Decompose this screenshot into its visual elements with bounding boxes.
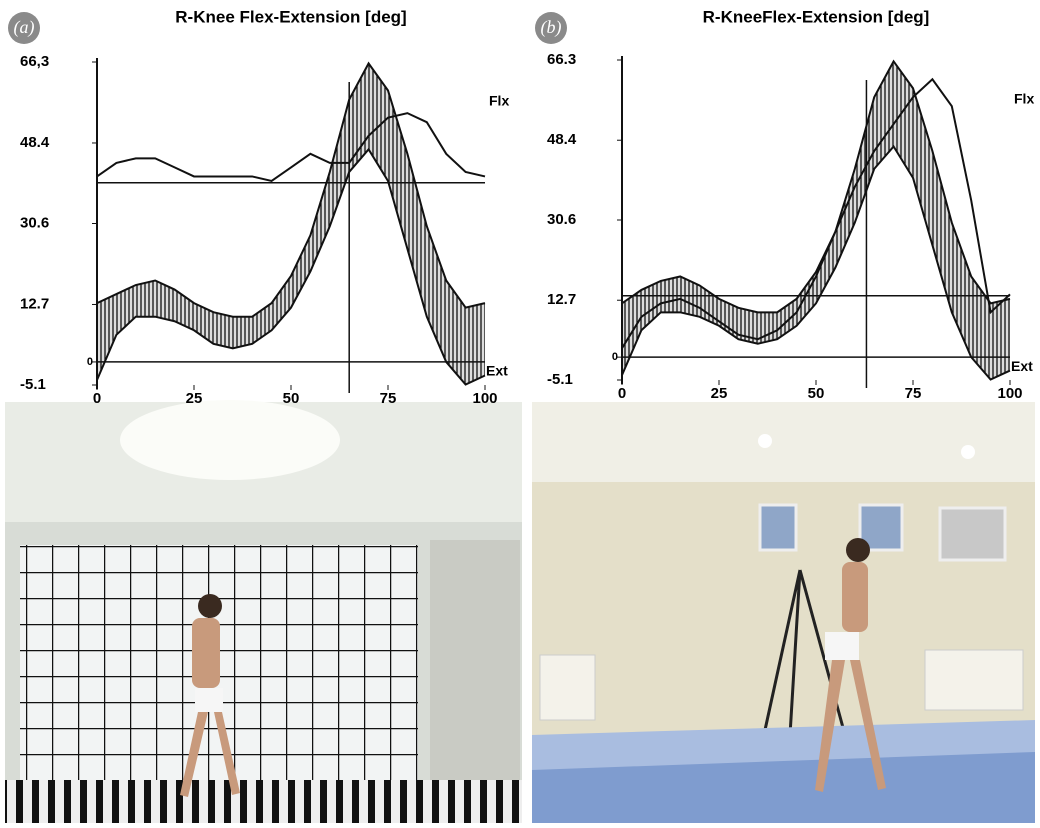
x-tick-label: 50 bbox=[283, 390, 300, 407]
y-tick-label: 12.7 bbox=[20, 295, 49, 312]
series-line bbox=[97, 113, 485, 181]
chart: (b) R-KneeFlex-Extension [deg] -5.1 0 12.7 30… bbox=[535, 7, 1034, 401]
x-tick-label: 100 bbox=[997, 385, 1022, 402]
chart-title: R-Knee Flex-Extension [deg] bbox=[175, 7, 406, 26]
panel-label: (b) bbox=[541, 17, 562, 38]
y-tick-label: 0 bbox=[612, 351, 618, 363]
x-tick-label: 25 bbox=[186, 390, 203, 407]
x-tick-label: 0 bbox=[93, 390, 101, 407]
annotation: Ext bbox=[1011, 358, 1033, 374]
y-tick-label: 66,3 bbox=[20, 53, 49, 70]
y-tick-label: 48.4 bbox=[20, 134, 50, 151]
panel-label: (a) bbox=[14, 17, 35, 38]
photo-left bbox=[5, 400, 522, 823]
annotation: Flx bbox=[1014, 91, 1034, 107]
photo-right bbox=[532, 402, 1035, 823]
y-tick-label: -5.1 bbox=[547, 371, 573, 388]
y-tick-label: 48.4 bbox=[547, 131, 577, 148]
y-tick-label: 30.6 bbox=[547, 211, 576, 228]
y-tick-label: -5.1 bbox=[20, 376, 46, 393]
y-tick-label: 30.6 bbox=[20, 214, 49, 231]
chart-title: R-KneeFlex-Extension [deg] bbox=[703, 7, 930, 26]
figure: (a) R-Knee Flex-Extension [deg] -5.1 0 12.7 3… bbox=[0, 0, 1040, 823]
y-tick-label: 12.7 bbox=[547, 291, 576, 308]
x-tick-label: 25 bbox=[711, 385, 728, 402]
y-tick-label: 66.3 bbox=[547, 51, 576, 68]
x-tick-label: 100 bbox=[472, 390, 497, 407]
x-tick-label: 0 bbox=[618, 385, 626, 402]
x-tick-label: 75 bbox=[380, 390, 397, 407]
chart: (a) R-Knee Flex-Extension [deg] -5.1 0 12.7 3… bbox=[8, 7, 509, 406]
annotation: Flx bbox=[489, 93, 509, 109]
y-tick-label: 0 bbox=[87, 356, 93, 368]
x-tick-label: 75 bbox=[905, 385, 922, 402]
annotation: Ext bbox=[486, 363, 508, 379]
x-tick-label: 50 bbox=[808, 385, 825, 402]
